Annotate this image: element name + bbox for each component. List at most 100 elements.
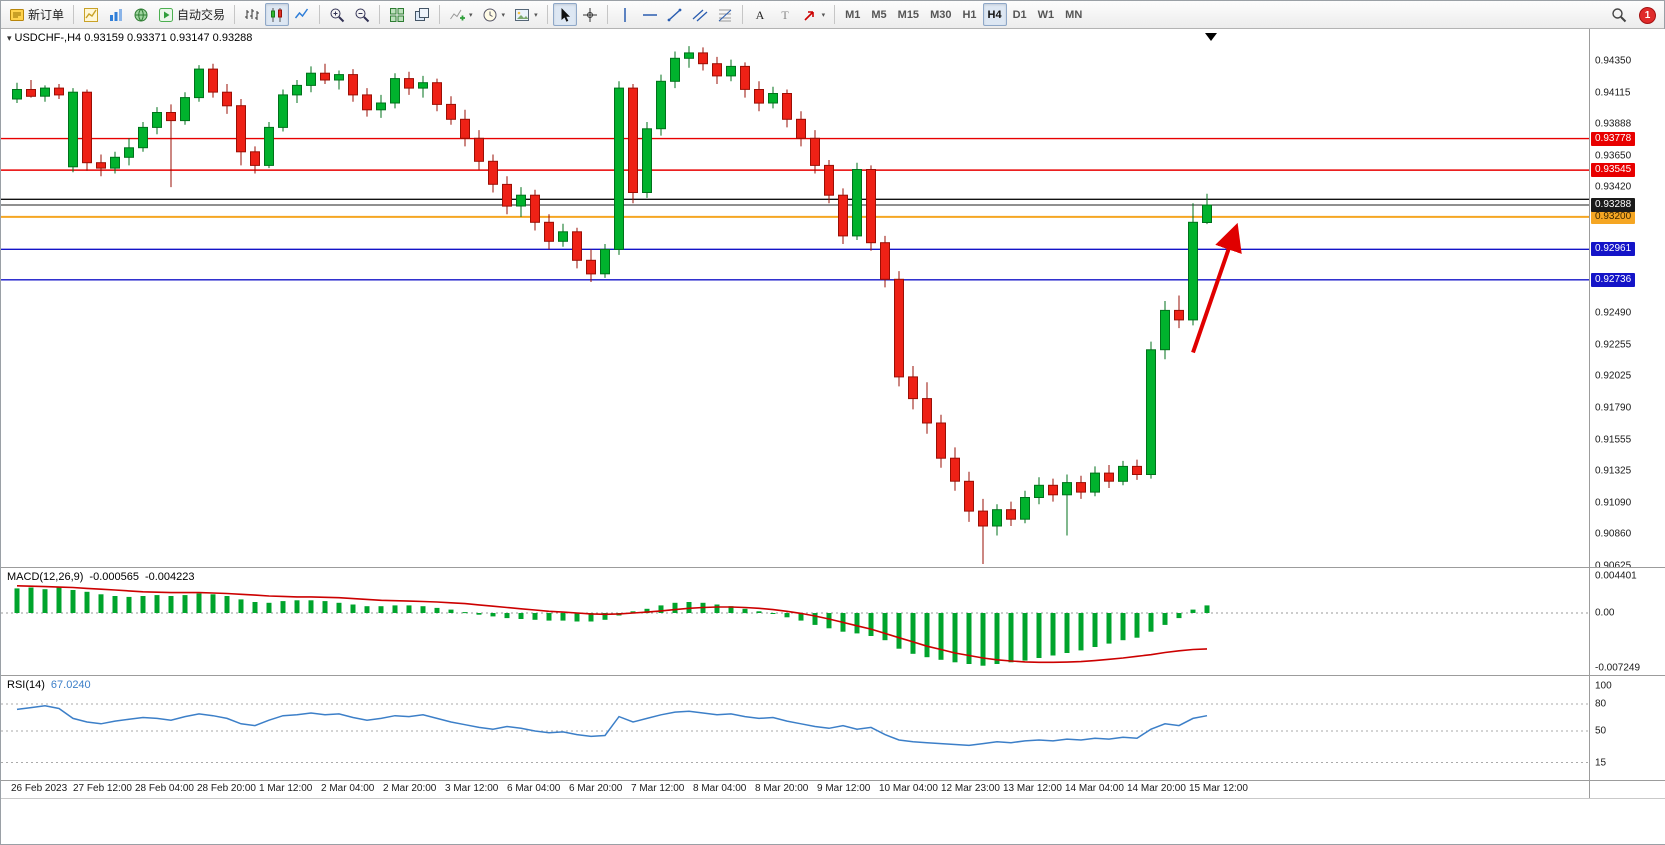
candle-body — [1034, 484, 1044, 498]
candle-body — [852, 169, 862, 237]
text-label-button[interactable]: T — [773, 3, 797, 26]
price-axis[interactable]: 0.94350 0.94115 0.93888 0.93650 0.93420 0.924… — [1589, 29, 1665, 567]
chart-line-icon — [294, 7, 310, 23]
price-axis-label: 0.93650 — [1595, 150, 1632, 162]
tf-m30-button[interactable]: M30 — [925, 3, 956, 26]
templates-button[interactable]: ▾ — [510, 3, 542, 26]
horizontal-lines[interactable] — [1, 137, 1589, 281]
text-icon: A — [752, 7, 768, 23]
text-button[interactable]: A — [748, 3, 772, 26]
candle-body — [586, 259, 596, 275]
tile-windows-button[interactable] — [385, 3, 409, 26]
macd-canvas[interactable] — [1, 568, 1589, 675]
macd-bar — [378, 606, 384, 613]
tf-m15-button[interactable]: M15 — [893, 3, 924, 26]
candle-body — [418, 82, 428, 89]
rsi-canvas[interactable] — [1, 676, 1589, 780]
main-chart-pane[interactable]: ▾ USDCHF-,H4 0.93159 0.93371 0.93147 0.93… — [1, 29, 1589, 567]
horizontal-line-button[interactable] — [638, 3, 662, 26]
tf-m5-button[interactable]: M5 — [866, 3, 891, 26]
price-axis-label: 0.90860 — [1595, 528, 1632, 540]
tf-m1-button[interactable]: M1 — [840, 3, 865, 26]
macd-bar — [784, 613, 790, 618]
rsi-pane[interactable]: RSI(14) 67.0240 — [1, 675, 1589, 780]
zoom-in-button[interactable] — [325, 3, 349, 26]
chart-candles-button[interactable] — [265, 3, 290, 26]
macd-bar — [196, 593, 202, 613]
macd-bar — [42, 589, 48, 613]
auto-trading-button[interactable]: 自动交易 — [154, 3, 229, 26]
candle-body — [530, 194, 540, 223]
candle-body — [110, 156, 120, 169]
price-axis-label: 0.91090 — [1595, 497, 1632, 509]
periods-button[interactable]: ▾ — [478, 3, 510, 26]
candle-body — [446, 103, 456, 120]
rsi-axis[interactable]: 100 80 50 15 — [1589, 675, 1665, 780]
price-badge: 0.93288 — [1591, 197, 1636, 212]
button-label: 自动交易 — [177, 8, 226, 22]
macd-bar — [1162, 613, 1168, 625]
price-axis-label: 0.92025 — [1595, 370, 1632, 382]
toolbar: 新订单 自动交易 ▾ ▾ ▾ A T ▾ M1 M5 M15 M30 H1 H4 D1 W1 MN 1 — [1, 1, 1664, 29]
macd-bar — [1064, 613, 1070, 653]
macd-bar — [1036, 613, 1042, 658]
crosshair-button[interactable] — [578, 3, 602, 26]
candle-body — [1160, 309, 1170, 351]
candle-body — [516, 194, 526, 207]
chart-dropdown-icon[interactable]: ▾ — [7, 33, 12, 43]
macd-bar — [1078, 613, 1084, 651]
time-axis[interactable]: 26 Feb 2023 27 Feb 12:00 28 Feb 04:00 28 Fe… — [1, 780, 1589, 798]
candle-body — [208, 68, 218, 93]
macd-bar — [742, 608, 748, 614]
cascade-windows-button[interactable] — [410, 3, 434, 26]
tf-w1-button[interactable]: W1 — [1033, 3, 1060, 26]
equidistant-channel-button[interactable] — [688, 3, 712, 26]
candle-body — [1188, 221, 1198, 321]
trendline-button[interactable] — [663, 3, 687, 26]
candle-body — [810, 137, 820, 166]
chart-line-button[interactable] — [290, 3, 314, 26]
cursor-icon — [557, 7, 573, 23]
indicators-button[interactable]: ▾ — [445, 3, 477, 26]
candle-body — [600, 248, 610, 275]
macd-pane[interactable]: MACD(12,26,9) -0.000565 -0.004223 — [1, 567, 1589, 675]
tf-h4-button[interactable]: H4 — [982, 3, 1007, 26]
candle-body — [838, 194, 848, 237]
chart-bars-button[interactable] — [240, 3, 264, 26]
candle-body — [502, 183, 512, 207]
cursor-button[interactable] — [552, 3, 577, 26]
candle-body — [796, 118, 806, 139]
macd-bar — [224, 596, 230, 613]
candle-body — [278, 94, 288, 128]
macd-axis-label: -0.007249 — [1595, 662, 1641, 674]
candle-body — [712, 63, 722, 77]
new-order-button[interactable]: 新订单 — [5, 3, 68, 26]
candle-body — [1104, 472, 1114, 482]
fibonacci-retracement-button[interactable] — [713, 3, 737, 26]
time-axis-label: 1 Mar 12:00 — [259, 783, 313, 794]
tf-mn-button[interactable]: MN — [1060, 3, 1087, 26]
template-icon — [514, 7, 530, 23]
tf-h1-button[interactable]: H1 — [957, 3, 981, 26]
zoom-out-button[interactable] — [350, 3, 374, 26]
navigator-button[interactable] — [129, 3, 153, 26]
market-watch-button[interactable] — [104, 3, 128, 26]
arrow-annotation[interactable] — [1191, 222, 1242, 354]
vertical-line-button[interactable] — [613, 3, 637, 26]
main-chart-canvas[interactable] — [1, 29, 1589, 567]
arrow-objects-button[interactable]: ▾ — [798, 3, 830, 26]
macd-bar — [868, 613, 874, 636]
rsi-line — [16, 705, 1208, 747]
search-button[interactable] — [1607, 4, 1631, 27]
new-chart-button[interactable] — [79, 3, 103, 26]
toolbar-separator — [234, 5, 236, 24]
price-axis-label: 0.92255 — [1595, 339, 1632, 351]
macd-bar — [518, 613, 524, 619]
crosshair-icon — [582, 7, 598, 23]
notification-badge[interactable]: 1 — [1639, 6, 1656, 24]
tf-d1-button[interactable]: D1 — [1008, 3, 1032, 26]
svg-text:T: T — [781, 8, 789, 22]
candles-layer — [12, 46, 1212, 564]
macd-bar — [672, 602, 678, 613]
macd-axis[interactable]: 0.004401 0.00 -0.007249 — [1589, 567, 1665, 675]
